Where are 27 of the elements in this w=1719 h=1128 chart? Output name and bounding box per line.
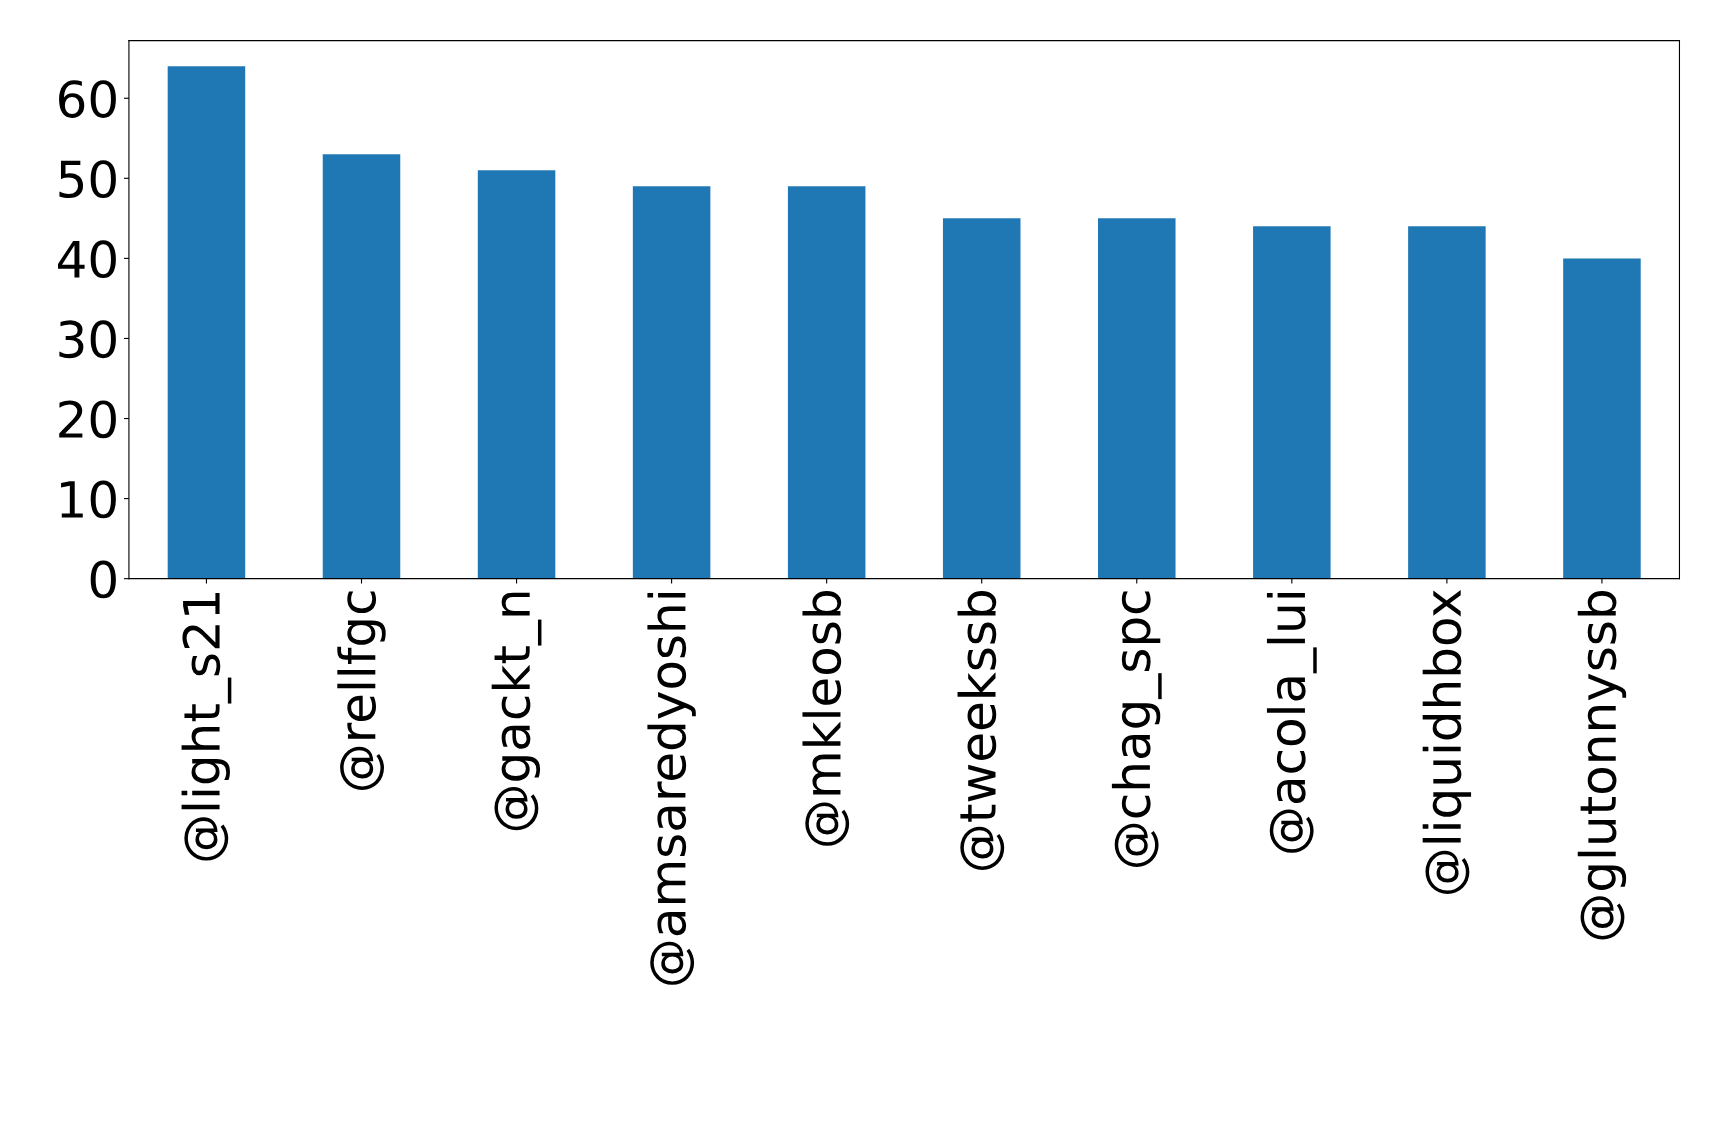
- x-tick-label: @light_s21: [181, 593, 232, 861]
- y-tick-label: 10: [61, 480, 116, 519]
- x-tick-label: @mkleosb: [802, 591, 850, 846]
- x-tick-label: @amsaredyoshi: [647, 593, 696, 985]
- x-tick-label: @tweekssb: [957, 591, 1005, 870]
- bar: [322, 154, 401, 579]
- x-tick-label: @liquidhbox: [1422, 590, 1472, 894]
- bar: [787, 186, 866, 579]
- y-tick-label: 60: [59, 80, 116, 118]
- x-tick-label: @chag_spc: [1111, 591, 1162, 867]
- y-tick-label: 30: [59, 320, 116, 359]
- bar: [942, 218, 1021, 579]
- bar: [167, 66, 246, 579]
- bar: [1098, 218, 1176, 579]
- bar: [477, 170, 556, 579]
- x-tick-label: @gackt_n: [491, 592, 542, 831]
- y-tick-label: 50: [59, 160, 116, 199]
- x-tick-label: @rellfgc: [337, 591, 386, 790]
- x-tick-label: @glutonnyssb: [1577, 591, 1627, 940]
- bar: [1408, 226, 1486, 579]
- y-tick-label: 20: [59, 400, 116, 439]
- bar: [632, 186, 711, 579]
- bar: [1563, 258, 1641, 579]
- x-tick-label: @acola_lui: [1266, 593, 1317, 853]
- y-tick-label: 40: [58, 240, 116, 279]
- y-tick-label: 0: [90, 560, 116, 599]
- bar: [1253, 226, 1331, 579]
